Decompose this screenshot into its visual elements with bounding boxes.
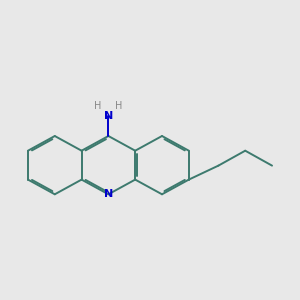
Text: N: N	[104, 111, 113, 121]
Text: H: H	[94, 101, 102, 111]
Text: H: H	[115, 101, 123, 111]
Text: N: N	[104, 189, 113, 199]
